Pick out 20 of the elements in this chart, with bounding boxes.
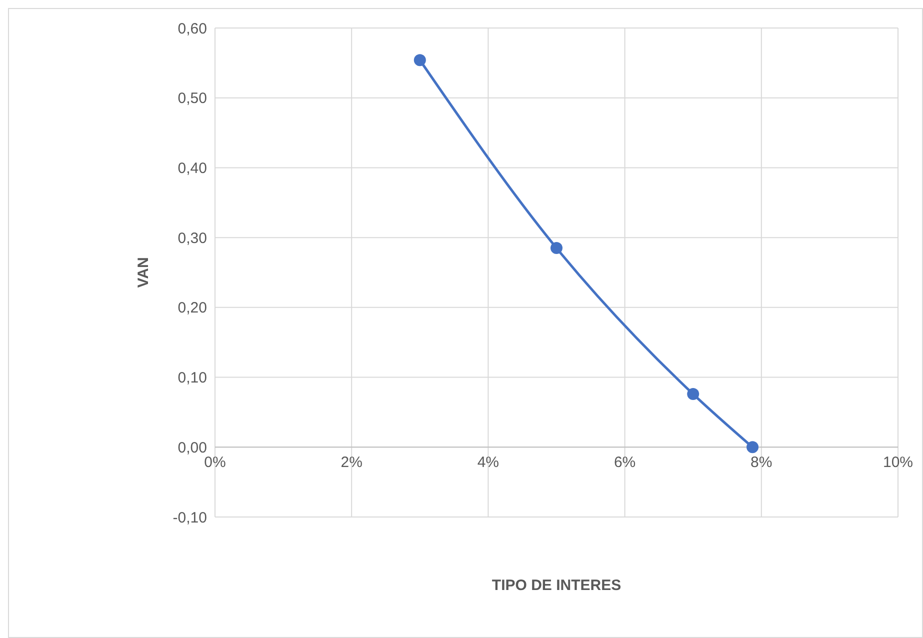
y-tick-label: 0,60 [178, 20, 207, 38]
x-tick-label: 4% [477, 454, 500, 472]
point [746, 441, 759, 454]
point [550, 242, 562, 254]
x-tick-label: 6% [614, 454, 636, 472]
y-tick-label: 0,40 [178, 160, 207, 177]
y-axis-title: VAN [135, 257, 152, 288]
point [414, 54, 426, 66]
y-tick-label: 0,50 [178, 90, 207, 108]
x-axis-title: TIPO DE INTERES [492, 577, 622, 594]
y-tick-label: -0,10 [172, 509, 207, 526]
y-tick-label: 0,20 [178, 300, 207, 317]
y-tick-label: 0,30 [178, 230, 207, 247]
x-tick-label: 8% [750, 454, 772, 472]
point [687, 388, 700, 400]
y-tick-label: 0,10 [178, 370, 207, 387]
x-tick-label: 10% [882, 454, 914, 472]
x-tick-label: 2% [340, 454, 362, 472]
x-tick-label: 0% [204, 454, 226, 472]
y-tick-label: 0,00 [178, 439, 207, 456]
